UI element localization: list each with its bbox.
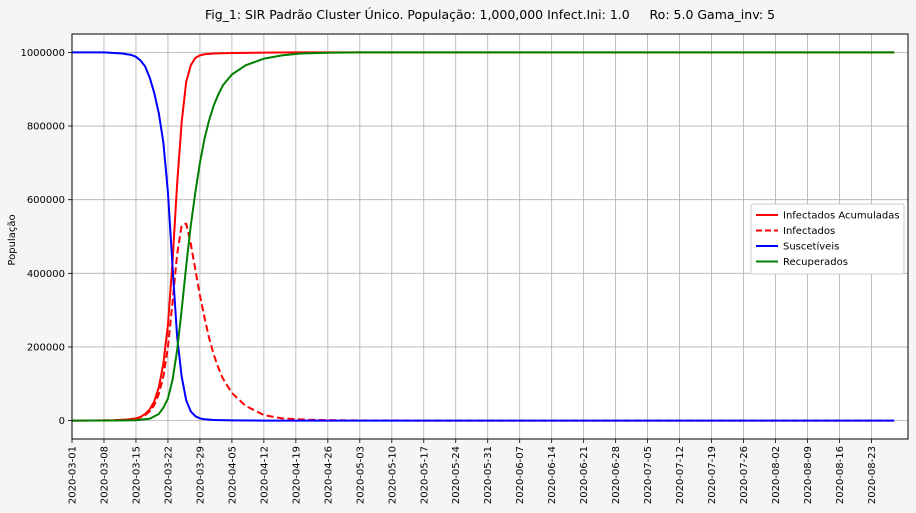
- grid-lines: [71, 34, 908, 439]
- x-tick-label: 2020-03-15: [131, 446, 142, 504]
- x-tick-label: 2020-05-10: [387, 446, 398, 504]
- legend-label: Infectados Acumuladas: [783, 211, 900, 222]
- legend-box: [750, 203, 905, 275]
- y-tick-label: 1000000: [20, 48, 65, 59]
- x-tick-label: 2020-06-14: [547, 446, 558, 504]
- y-axis-label: População: [7, 214, 18, 265]
- legend-label: Suscetíveis: [783, 241, 839, 253]
- x-tick-label: 2020-07-26: [739, 446, 750, 504]
- legend-label: Recuperados: [783, 257, 848, 268]
- x-tick-label: 2020-05-31: [483, 446, 494, 504]
- y-axis-ticks: 0 200000 400000 600000 800000 1000000: [20, 48, 72, 427]
- y-tick-label: 0: [59, 416, 65, 427]
- x-tick-label: 2020-04-19: [291, 446, 302, 504]
- y-tick-label: 400000: [27, 269, 65, 280]
- x-tick-label: 2020-08-09: [803, 446, 814, 504]
- x-tick-label: 2020-06-28: [611, 446, 622, 504]
- x-tick-label: 2020-03-08: [99, 446, 110, 504]
- x-tick-label: 2020-05-24: [451, 446, 462, 504]
- series-line-2: [71, 222, 895, 422]
- series-lines: [71, 51, 895, 422]
- x-tick-label: 2020-07-12: [675, 446, 686, 504]
- x-tick-label: 2020-07-19: [707, 446, 718, 504]
- x-tick-label: 2020-04-12: [259, 446, 270, 504]
- x-tick-label: 2020-03-22: [163, 446, 174, 504]
- x-tick-label: 2020-07-05: [643, 446, 654, 504]
- legend-label: Infectados: [783, 226, 835, 237]
- x-tick-label: 2020-05-03: [355, 446, 366, 504]
- x-tick-label: 2020-03-01: [68, 446, 79, 504]
- x-tick-label: 2020-06-07: [515, 446, 526, 504]
- series-line-3: [72, 51, 895, 422]
- x-tick-label: 2020-05-17: [419, 446, 430, 504]
- chart-title: Fig_1: SIR Padrão Cluster Único. Populaç…: [205, 7, 775, 22]
- x-tick-label: 2020-04-05: [227, 446, 238, 504]
- y-tick-label: 200000: [27, 342, 65, 353]
- y-tick-label: 600000: [27, 195, 65, 206]
- x-tick-label: 2020-06-21: [579, 446, 590, 504]
- series-line-4: [71, 51, 895, 422]
- legend: Infectados Acumuladas Infectados Suscetíve…: [750, 203, 905, 275]
- y-tick-label: 800000: [27, 122, 65, 133]
- x-tick-label: 2020-08-23: [867, 446, 878, 504]
- plot-frame: [71, 33, 909, 440]
- x-axis-ticks: 2020-03-01 2020-03-08 2020-03-15 2020-03-22…: [68, 439, 878, 504]
- x-tick-label: 2020-08-02: [771, 446, 782, 504]
- x-tick-label: 2020-03-29: [195, 446, 206, 504]
- x-tick-label: 2020-08-16: [835, 446, 846, 504]
- x-tick-label: 2020-04-26: [323, 446, 334, 504]
